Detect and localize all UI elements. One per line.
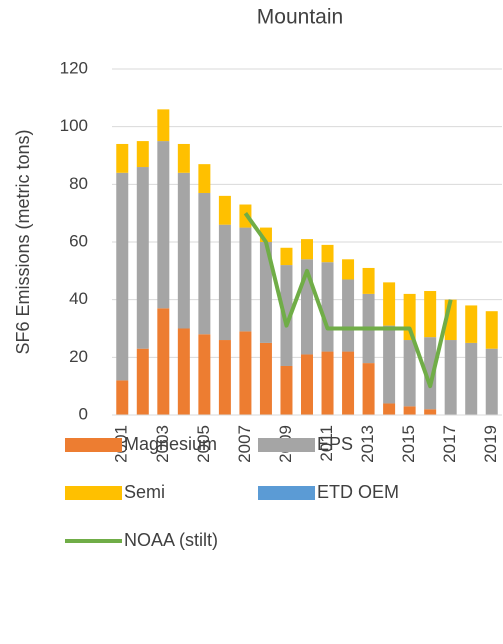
bar-segment [198, 192, 211, 335]
bar-segment [259, 242, 272, 343]
y-tick-label: 60 [69, 231, 88, 250]
bar-segment [465, 305, 478, 343]
bar-segment [198, 334, 211, 415]
bar-segment [362, 267, 375, 294]
bar-segment [157, 141, 170, 309]
y-tick-label: 40 [69, 289, 88, 308]
legend-swatch [258, 486, 315, 500]
bar-segment [136, 141, 149, 168]
bar-segment [403, 406, 416, 415]
legend-swatch [65, 486, 122, 500]
bar-segment [280, 247, 293, 266]
y-tick-label: 20 [69, 347, 88, 366]
y-tick-label: 0 [79, 404, 88, 423]
bar-segment [157, 308, 170, 415]
chart-title: Mountain [257, 6, 343, 29]
bar-segment [342, 351, 355, 415]
bar-segment [321, 351, 334, 415]
bar-segment [239, 227, 252, 332]
bar-segment [321, 244, 334, 263]
bar-segment [485, 311, 498, 349]
legend-label: NOAA (stilt) [124, 530, 218, 550]
bar-segment [465, 342, 478, 415]
bar-segment [403, 340, 416, 407]
bar-segment [157, 109, 170, 142]
y-tick-label: 100 [60, 116, 88, 135]
bar-segment [444, 340, 457, 415]
bar-segment [177, 172, 190, 329]
x-tick-label: 2003 [153, 425, 172, 463]
bar-segment [218, 224, 231, 341]
bar-segment [116, 172, 129, 381]
bar-segment [301, 354, 313, 415]
bar-segment [383, 282, 396, 326]
y-tick-label: 120 [60, 58, 88, 77]
x-tick-label: 2011 [317, 425, 336, 462]
legend-swatch [258, 438, 315, 452]
bar-segment [424, 291, 437, 338]
bar-segment [362, 363, 375, 415]
bar-segment [198, 164, 211, 193]
bar-segment [301, 239, 313, 260]
legend-label: EPS [317, 434, 353, 454]
bar-segment [239, 331, 252, 415]
x-tick-label: 2015 [399, 425, 418, 463]
legend-swatch [65, 438, 122, 452]
bar-segment [136, 167, 149, 349]
legend-label: Semi [124, 482, 165, 502]
bar-segment [424, 337, 437, 410]
x-tick-label: 2013 [358, 425, 377, 463]
bar-segment [259, 342, 272, 415]
bar-segment [342, 259, 355, 280]
bar-segment [280, 265, 293, 366]
bar-segment [280, 365, 293, 415]
bar-segment [116, 380, 129, 415]
x-tick-label: 2019 [481, 425, 500, 463]
line-series [243, 212, 453, 389]
bar-segment [218, 195, 231, 225]
bar-segment [177, 328, 190, 415]
x-tick-label: 2017 [440, 425, 459, 463]
bar-segment [177, 143, 190, 173]
bar-segment [383, 325, 396, 404]
y-axis-label: SF6 Emissions (metric tons) [13, 129, 33, 354]
y-tick-label: 80 [69, 174, 88, 193]
x-tick-label: 2007 [235, 425, 254, 463]
bar-segment [136, 348, 149, 415]
legend-label: Magnesium [124, 434, 217, 454]
bar-segment [342, 279, 355, 352]
legend-label: ETD OEM [317, 482, 399, 502]
bar-segment [424, 409, 437, 415]
bar-segment [485, 348, 498, 415]
x-tick-label: 2005 [194, 425, 213, 463]
bar-segment [383, 403, 396, 415]
bar-segment [116, 143, 129, 173]
bar-segment [321, 262, 334, 352]
bar-segment [218, 340, 231, 415]
